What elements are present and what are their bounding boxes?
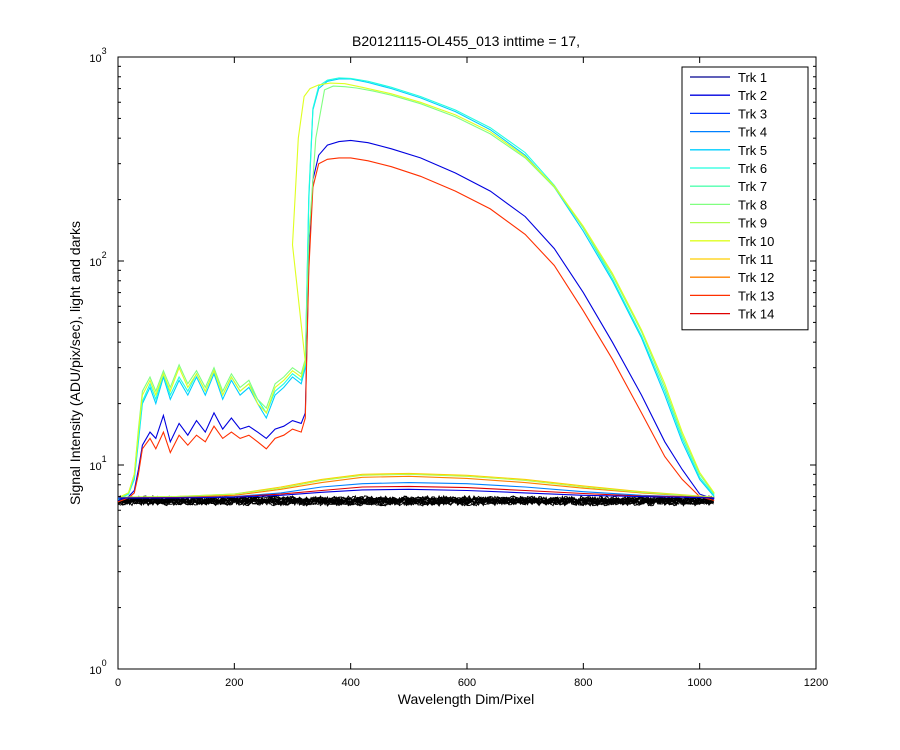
legend-label: Trk 11: [738, 252, 773, 267]
series-line: [118, 488, 715, 499]
legend-label: Trk 12: [738, 270, 774, 285]
x-tick-label: 800: [574, 677, 592, 689]
legend-label: Trk 10: [738, 234, 774, 249]
chart-title: B20121115-OL455_013 inttime = 17,: [352, 33, 580, 49]
x-tick-label: 200: [225, 677, 243, 689]
legend-label: Trk 2: [738, 88, 767, 103]
legend-label: Trk 9: [738, 216, 767, 231]
y-tick-label: 102: [89, 250, 106, 269]
series-line: [118, 139, 715, 502]
y-tick-label: 100: [89, 658, 106, 677]
legend: Trk 1 Trk 2 Trk 3 Trk 4 Trk 5 Trk 6 Trk 7 Trk 8…: [681, 66, 809, 331]
legend-label: Trk 5: [738, 143, 767, 158]
series-line: [118, 82, 715, 499]
series-line: [118, 473, 715, 498]
y-tick-label: 103: [89, 46, 106, 65]
legend-label: Trk 6: [738, 161, 767, 176]
x-tick-label: 1000: [687, 677, 711, 689]
dark-trace: [118, 495, 715, 504]
legend-label: Trk 4: [738, 125, 767, 140]
x-axis-label: Wavelength Dim/Pixel: [398, 691, 534, 707]
legend-label: Trk 14: [738, 307, 774, 322]
x-tick-label: 400: [341, 677, 359, 689]
x-axis: 0 200 400 600 800 1000 1200: [115, 57, 828, 689]
series-line: [118, 475, 715, 498]
series-layer: [118, 77, 715, 503]
legend-box: [681, 66, 809, 331]
x-tick-label: 600: [458, 677, 476, 689]
y-axis-label: Signal Intensity (ADU/pix/sec), light an…: [67, 221, 83, 505]
y-tick-label: 101: [89, 454, 106, 473]
legend-label: Trk 7: [738, 179, 767, 194]
legend-label: Trk 13: [738, 288, 774, 303]
legend-label: Trk 1: [738, 70, 767, 85]
series-line: [118, 85, 715, 499]
dark-trace: [118, 495, 715, 504]
x-tick-label: 0: [115, 677, 121, 689]
y-axis: 100 101 102 103: [89, 46, 816, 677]
series-line: [118, 157, 715, 503]
legend-label: Trk 8: [738, 197, 767, 212]
legend-label: Trk 3: [738, 106, 767, 121]
x-tick-label: 1200: [804, 677, 828, 689]
